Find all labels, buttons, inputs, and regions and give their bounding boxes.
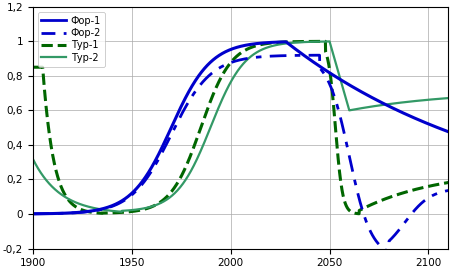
Тур-2	[221, 94, 227, 97]
Фор-1	[434, 125, 439, 129]
Фор-2	[386, 250, 391, 253]
Тур-1	[358, 208, 363, 212]
Тур-1	[356, 212, 362, 215]
Line: Тур-1: Тур-1	[33, 41, 448, 214]
Legend: Фор-1, Фор-2, Тур-1, Тур-2: Фор-1, Фор-2, Тур-1, Тур-2	[37, 12, 105, 67]
Фор-1	[51, 212, 57, 215]
Тур-1	[232, 56, 238, 60]
Тур-1	[322, 40, 328, 43]
Тур-1	[446, 181, 451, 184]
Line: Тур-2: Тур-2	[33, 41, 448, 212]
Фор-2	[357, 201, 363, 204]
Фор-1	[433, 125, 439, 129]
Фор-2	[434, 192, 439, 195]
Тур-2	[434, 97, 439, 101]
Фор-1	[283, 40, 289, 43]
Тур-2	[434, 97, 439, 101]
Тур-2	[30, 157, 36, 160]
Line: Фор-2: Фор-2	[33, 55, 448, 252]
Фор-2	[317, 54, 322, 57]
Тур-2	[446, 96, 451, 100]
Тур-1	[434, 183, 439, 186]
Тур-2	[232, 73, 238, 76]
Фор-2	[434, 192, 439, 195]
Тур-1	[221, 71, 226, 74]
Фор-2	[51, 212, 57, 215]
Тур-2	[327, 40, 332, 43]
Тур-2	[119, 210, 124, 214]
Тур-2	[51, 187, 57, 190]
Фор-1	[357, 89, 363, 93]
Фор-2	[232, 60, 238, 63]
Фор-1	[30, 212, 36, 215]
Фор-2	[221, 64, 226, 67]
Фор-1	[446, 130, 451, 133]
Тур-1	[30, 66, 36, 69]
Фор-2	[30, 212, 36, 215]
Тур-1	[434, 183, 439, 186]
Фор-2	[446, 189, 451, 192]
Фор-1	[221, 51, 226, 54]
Line: Фор-1: Фор-1	[33, 42, 448, 214]
Тур-1	[51, 160, 57, 163]
Тур-2	[358, 107, 363, 110]
Фор-1	[232, 46, 238, 50]
